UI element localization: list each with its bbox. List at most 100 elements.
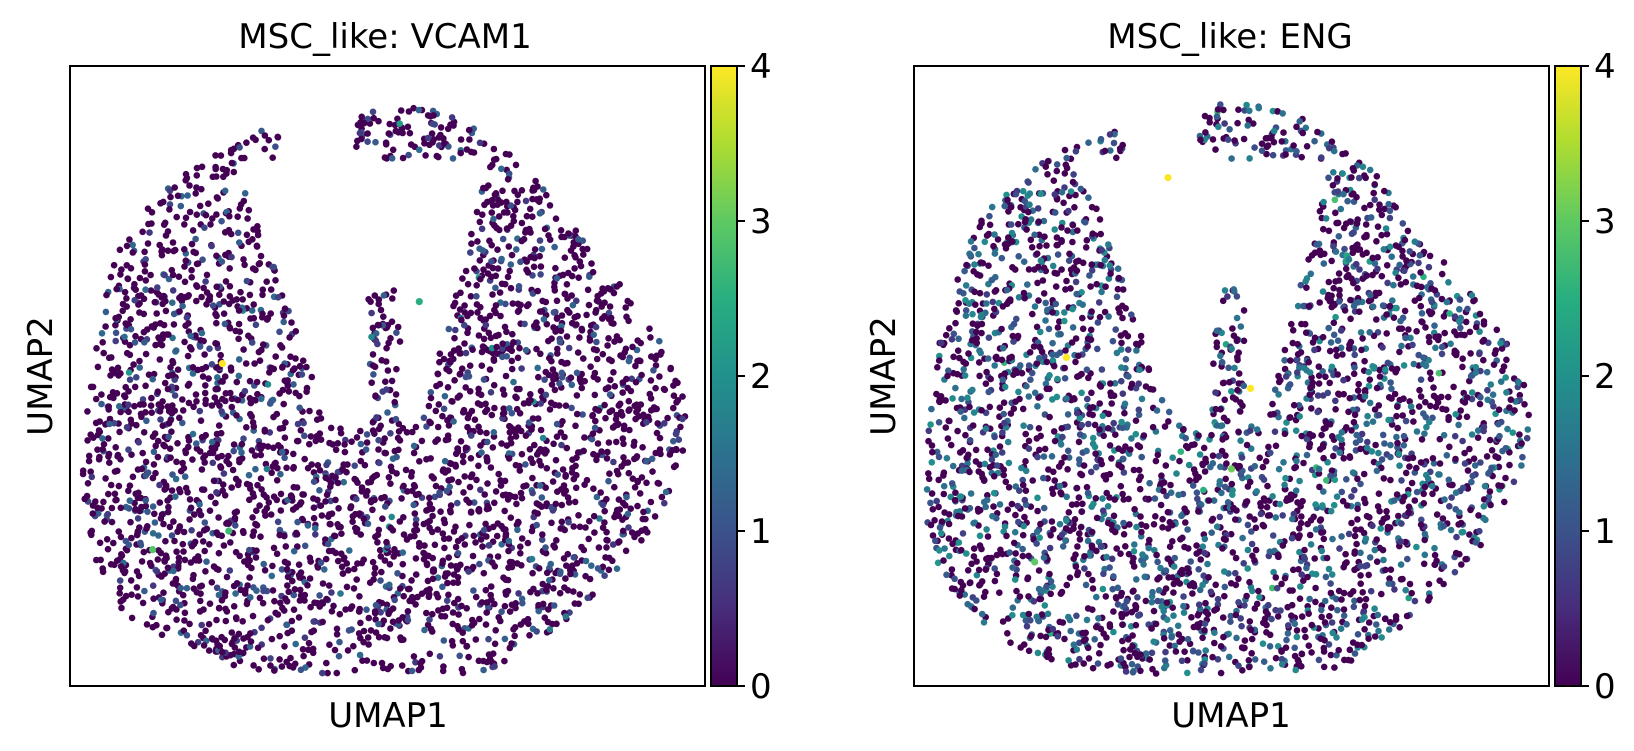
cell-point: [179, 396, 186, 403]
cell-point: [201, 224, 208, 231]
cell-point: [1371, 633, 1379, 640]
cell-point: [522, 461, 529, 468]
cell-point: [1375, 289, 1383, 297]
cell-point: [185, 443, 192, 451]
cell-point: [489, 202, 497, 209]
cell-point: [421, 550, 429, 558]
cell-point: [408, 577, 415, 584]
cell-point: [557, 327, 565, 335]
cell-point: [576, 258, 584, 265]
cell-point: [229, 466, 237, 474]
cell-point: [155, 547, 162, 554]
cell-point: [220, 173, 227, 181]
cell-point: [218, 597, 226, 604]
cell-point: [150, 370, 158, 378]
cell-point: [468, 471, 476, 478]
cell-point: [432, 482, 440, 490]
cell-point: [400, 592, 408, 600]
cell-point: [292, 355, 299, 362]
cell-point: [94, 363, 102, 371]
cell-point: [246, 574, 253, 581]
cell-point: [92, 395, 100, 403]
cell-point: [1386, 214, 1394, 222]
cell-point: [1366, 166, 1374, 174]
cell-point: [131, 280, 138, 288]
cell-point: [147, 287, 155, 294]
cell-point: [377, 577, 384, 584]
cell-point: [278, 566, 286, 573]
cell-point: [563, 562, 570, 569]
cell-point: [675, 436, 683, 444]
cell-point: [601, 507, 608, 515]
cell-point: [521, 618, 528, 625]
cell-point: [1446, 503, 1453, 510]
cell-point: [306, 575, 314, 582]
cell-point: [531, 254, 538, 262]
cell-point: [1262, 458, 1270, 465]
cell-point: [661, 420, 668, 427]
cell-point: [375, 633, 383, 641]
cell-point: [985, 334, 993, 342]
cell-point: [1373, 173, 1381, 180]
cell-point: [541, 225, 549, 233]
cell-point: [230, 168, 238, 176]
cell-point: [1034, 403, 1041, 410]
cell-point: [182, 214, 190, 222]
cell-point: [466, 136, 473, 143]
cell-point: [155, 532, 162, 539]
cell-point: [270, 544, 278, 552]
cell-point: [276, 390, 283, 397]
cell-point: [539, 580, 546, 588]
cell-point: [197, 337, 204, 344]
cell-point: [1314, 392, 1322, 399]
cell-point: [946, 552, 953, 560]
cell-point: [954, 427, 961, 435]
cell-point: [174, 366, 182, 374]
cell-point: [108, 354, 115, 361]
cell-point: [220, 542, 228, 549]
cell-point: [556, 589, 564, 597]
cell-point: [558, 518, 566, 526]
cell-point: [456, 652, 464, 660]
cell-point: [487, 163, 494, 171]
cell-point: [196, 608, 204, 615]
cell-point: [1518, 462, 1525, 469]
cell-point: [1366, 554, 1374, 561]
cell-point: [954, 370, 961, 378]
cell-point: [498, 255, 505, 263]
cell-point: [439, 583, 446, 591]
cell-point: [126, 376, 134, 384]
cell-point: [517, 258, 524, 266]
cell-point: [301, 597, 308, 604]
cell-point: [1333, 219, 1340, 227]
cell-point: [337, 590, 344, 597]
cell-point: [99, 435, 106, 442]
cell-point: [479, 211, 486, 218]
cell-point: [213, 194, 221, 201]
cell-point: [203, 301, 210, 308]
cell-point: [526, 205, 534, 213]
cell-point: [106, 459, 113, 467]
cell-point: [574, 349, 582, 356]
cell-point: [441, 613, 449, 620]
cell-point: [146, 559, 154, 567]
cell-point: [281, 434, 289, 442]
cell-point: [312, 531, 319, 538]
cell-point: [514, 308, 522, 316]
cell-point: [194, 260, 202, 267]
cell-point: [264, 616, 272, 624]
cell-point: [505, 243, 513, 250]
cell-point: [332, 446, 340, 454]
cell-point: [423, 507, 430, 514]
cell-point: [402, 466, 410, 474]
cell-point: [491, 404, 498, 412]
cell-point: [1289, 327, 1297, 334]
cell-point: [483, 609, 491, 616]
cell-point: [1071, 516, 1079, 523]
cell-point: [239, 618, 246, 625]
cell-point: [206, 541, 213, 548]
cell-point: [160, 292, 167, 300]
cell-point: [976, 542, 984, 549]
cell-point: [167, 193, 174, 201]
cell-point: [513, 560, 521, 567]
